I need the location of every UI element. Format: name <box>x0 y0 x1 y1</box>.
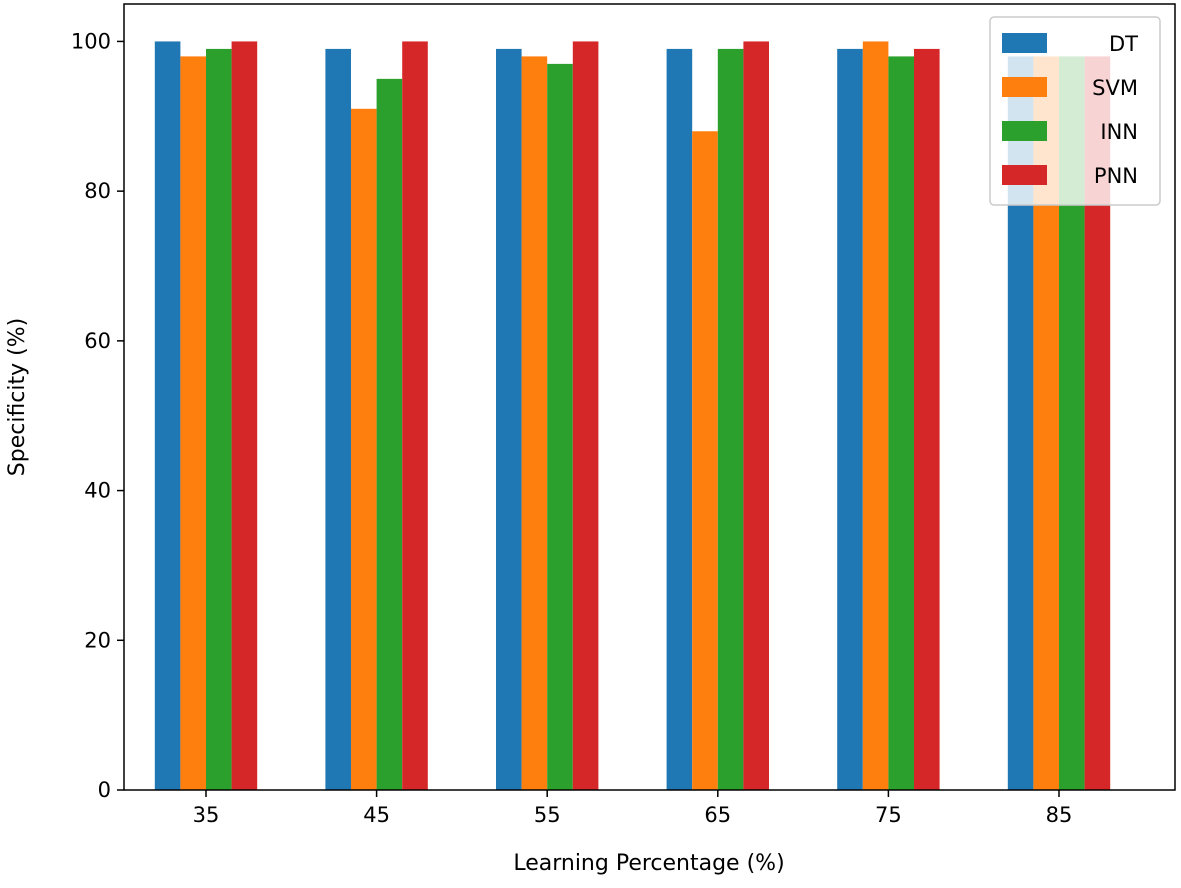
x-axis-title: Learning Percentage (%) <box>513 851 784 876</box>
x-tick-label-35: 35 <box>193 803 220 827</box>
x-tick-label-65: 65 <box>704 803 731 827</box>
bar-dt-45 <box>325 48 351 791</box>
legend-label-pnn: PNN <box>1094 164 1138 188</box>
bar-dt-75 <box>837 48 863 791</box>
bar-svm-35 <box>180 56 206 790</box>
bar-dt-65 <box>666 48 693 791</box>
bar-dt-55 <box>496 48 522 791</box>
bar-inn-55 <box>547 63 573 790</box>
legend-label-dt: DT <box>1109 32 1138 56</box>
legend-swatch-inn <box>1002 121 1047 141</box>
legend: DT SVM INN PNN <box>989 16 1161 206</box>
bar-pnn-35 <box>231 41 258 791</box>
bar-dt-35 <box>154 41 181 791</box>
y-tick-label-0: 0 <box>98 778 111 802</box>
y-tick-label-60: 60 <box>84 329 111 353</box>
legend-label-inn: INN <box>1100 120 1138 144</box>
legend-swatch-dt <box>1002 33 1047 53</box>
bar-svm-55 <box>521 56 548 790</box>
x-tick-label-55: 55 <box>534 803 561 827</box>
x-tick-label-75: 75 <box>875 803 902 827</box>
bar-pnn-65 <box>743 41 769 791</box>
y-axis: 0 20 40 60 80 100 <box>71 29 124 802</box>
bar-inn-45 <box>376 78 403 791</box>
y-tick-label-20: 20 <box>84 628 111 652</box>
bar-inn-65 <box>717 48 744 791</box>
x-tick-label-85: 85 <box>1046 803 1073 827</box>
legend-box <box>989 16 1161 206</box>
bars-layer <box>154 41 1111 791</box>
bar-pnn-55 <box>572 41 599 791</box>
bar-inn-75 <box>888 56 914 790</box>
y-tick-label-40: 40 <box>84 479 111 503</box>
y-tick-label-80: 80 <box>84 179 111 203</box>
bar-inn-35 <box>206 48 232 791</box>
bar-pnn-45 <box>402 41 428 791</box>
bar-svm-45 <box>351 108 377 791</box>
legend-swatch-svm <box>1002 77 1047 97</box>
y-axis-title: Specificity (%) <box>5 318 30 476</box>
legend-label-svm: SVM <box>1092 76 1138 100</box>
x-axis: 35 45 55 65 75 85 <box>193 790 1073 827</box>
y-tick-label-100: 100 <box>71 29 111 53</box>
bar-pnn-75 <box>914 48 940 791</box>
x-tick-label-45: 45 <box>363 803 390 827</box>
legend-swatch-pnn <box>1002 165 1047 185</box>
bar-svm-75 <box>862 41 889 791</box>
plot-frame <box>123 3 1176 791</box>
bar-svm-65 <box>692 131 718 790</box>
